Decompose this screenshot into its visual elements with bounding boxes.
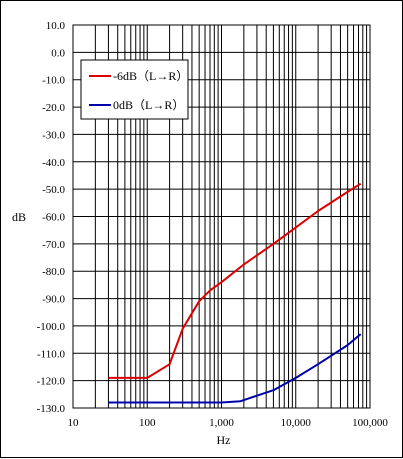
x-tick-label: 10 [68,417,80,429]
y-tick-label: -20.0 [42,102,65,114]
legend: -6dB（L→R） 0dB（L→R） [80,59,189,120]
y-axis-label: dB [12,210,26,224]
y-tick-label: -60.0 [42,212,65,224]
x-tick-label: 1,000 [209,417,234,429]
tick-labels: 10.0 0.0 -10.0 -20.0 -30.0 -40.0 -50.0 -60.0 -70… [37,20,389,429]
x-tick-label: 10,000 [281,417,312,429]
x-tick-label: 100 [139,417,156,429]
y-tick-label: -50.0 [42,184,65,196]
y-tick-label: 10.0 [46,20,66,32]
legend-label-series-2: 0dB（L→R） [113,98,184,112]
y-tick-label: -100.0 [37,321,66,333]
y-tick-label: -30.0 [42,129,65,141]
y-tick-label: -80.0 [42,266,65,278]
series-line-2 [108,333,362,404]
x-tick-label: 100,000 [352,417,388,429]
y-tick-label: -110.0 [37,348,66,360]
y-tick-label: -90.0 [42,294,65,306]
series-lines [108,182,362,404]
y-tick-label: -10.0 [42,75,65,87]
y-tick-label: -40.0 [42,157,65,169]
y-tick-label: -120.0 [37,376,66,388]
y-tick-label: -130.0 [37,403,66,415]
plot-area [72,24,371,409]
series-line-1 [108,182,362,379]
x-axis-label: Hz [217,433,231,447]
y-tick-label: 0.0 [51,47,65,59]
y-tick-label: -70.0 [42,239,65,251]
legend-box [80,59,189,120]
legend-label-series-1: -6dB（L→R） [113,69,188,83]
